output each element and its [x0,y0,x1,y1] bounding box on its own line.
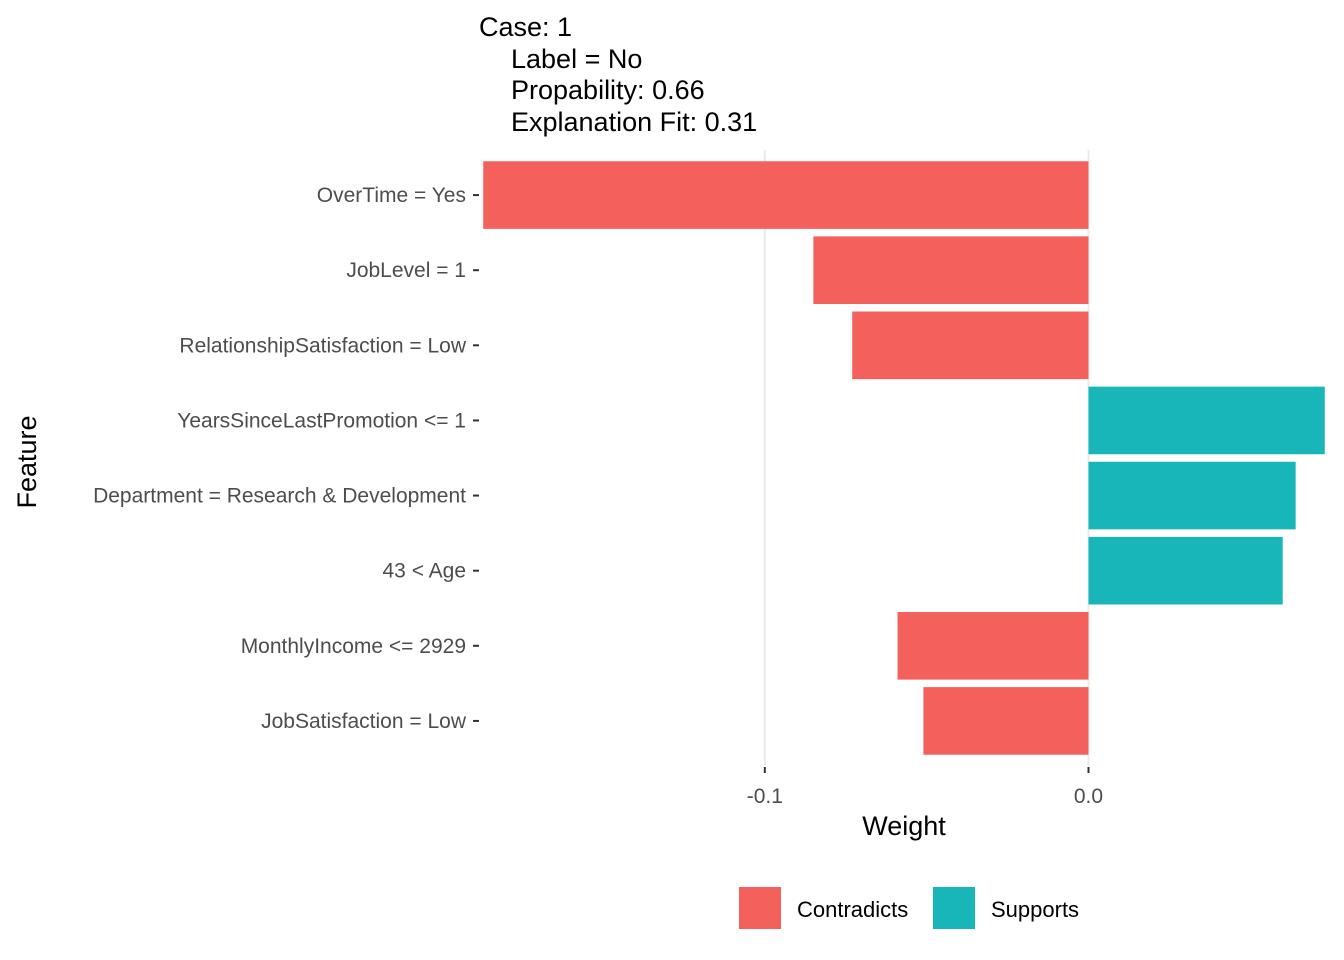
y-axis-categories: OverTime = Yes JobLevel = 1 RelationshipSa… [93,184,479,733]
bar-overtime-yes [483,161,1089,229]
legend-label-supports: Supports [991,897,1079,922]
bar-joblevel-1 [813,236,1089,304]
bar-department-research-development [1088,461,1296,530]
x-tick-label-0: -0.1 [747,785,783,808]
y-tick-label-3: YearsSinceLastPromotion <= 1 [177,409,466,432]
bar-monthlyincome-2929 [897,612,1089,680]
title-line-fit: Explanation Fit: 0.31 [511,107,757,137]
y-axis-title: Feature [12,415,42,508]
bar-yearssincelastpromotion-1 [1088,386,1325,455]
legend: Contradicts Supports [739,887,1079,929]
legend-label-contradicts: Contradicts [797,897,908,922]
title-line-label: Label = No [511,44,642,74]
title-line-case: Case: 1 [479,12,572,42]
y-tick-label-1: JobLevel = 1 [346,259,466,282]
x-axis-title: Weight [862,811,946,841]
legend-swatch-contradicts [739,887,781,929]
y-tick-label-2: RelationshipSatisfaction = Low [179,334,466,357]
bar-jobsatisfaction-low [923,687,1089,755]
title-line-probability: Propability: 0.66 [511,75,705,105]
chart-title: Case: 1 Label = No Propability: 0.66 Exp… [479,12,757,137]
y-tick-label-6: MonthlyIncome <= 2929 [241,635,466,658]
y-tick-label-7: JobSatisfaction = Low [261,710,467,733]
y-tick-label-5: 43 < Age [383,560,467,583]
bar-43-age [1088,536,1283,605]
bars [483,161,1325,755]
legend-swatch-supports [933,887,975,929]
y-tick-label-4: Department = Research & Development [93,485,466,508]
bar-relationshipsatisfaction-low [852,311,1089,380]
y-tick-label-0: OverTime = Yes [317,184,466,207]
x-axis-ticks: -0.1 0.0 [747,767,1103,808]
x-tick-label-1: 0.0 [1074,785,1103,808]
